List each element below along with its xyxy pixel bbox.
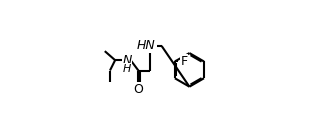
Text: O: O <box>133 83 143 96</box>
Text: HN: HN <box>137 39 156 53</box>
Text: H: H <box>123 64 131 74</box>
Text: F: F <box>180 55 187 68</box>
Text: N: N <box>122 54 132 67</box>
